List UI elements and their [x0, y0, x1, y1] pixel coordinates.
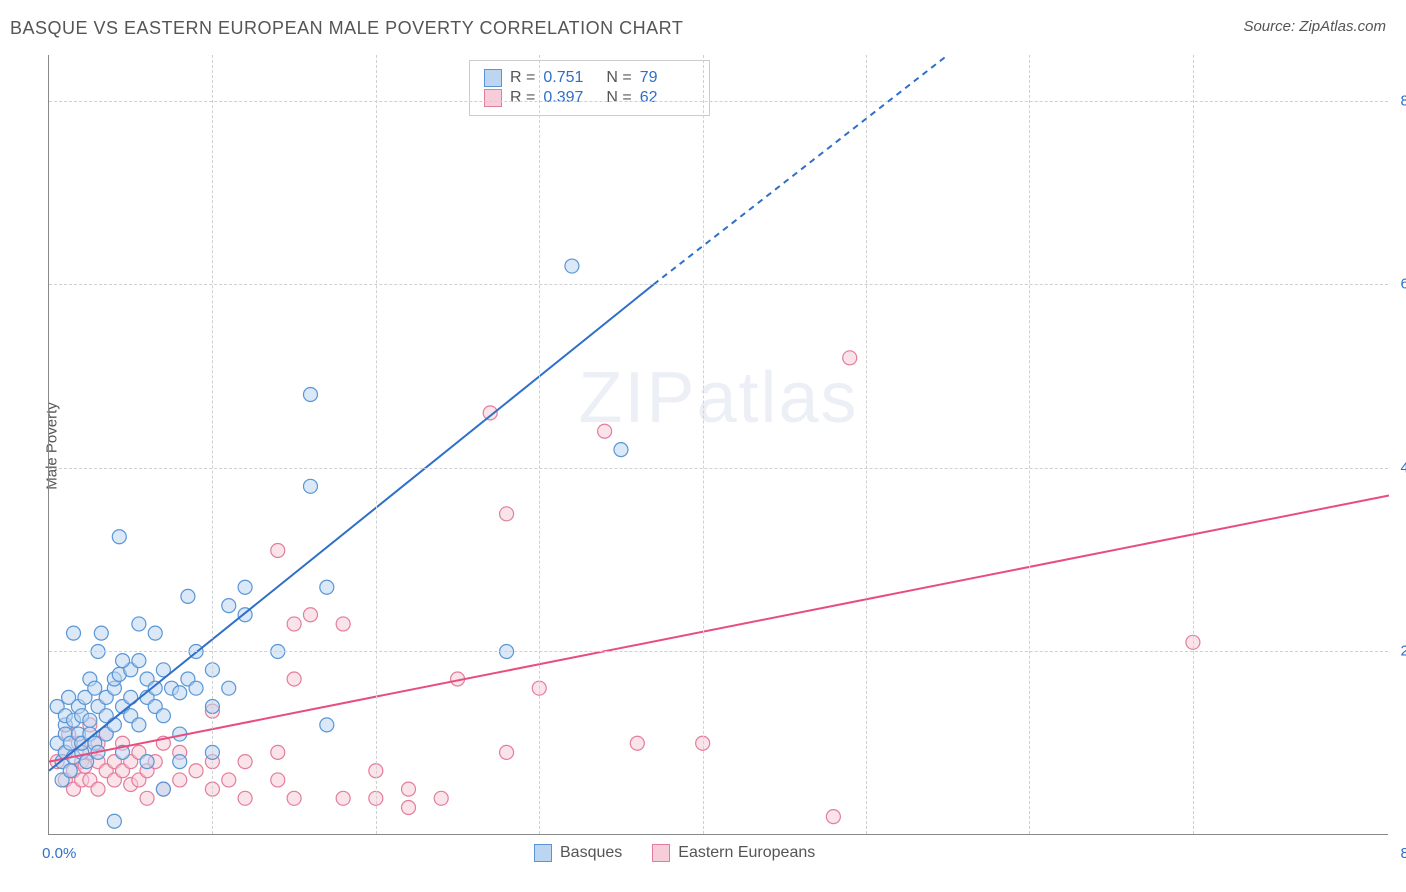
y-tick-label: 60.0% — [1400, 276, 1406, 293]
data-point — [148, 626, 162, 640]
data-point — [173, 755, 187, 769]
y-tick-label: 20.0% — [1400, 643, 1406, 660]
correlation-legend-box: R = 0.751 N = 79 R = 0.397 N = 62 — [469, 60, 710, 116]
chart-title: BASQUE VS EASTERN EUROPEAN MALE POVERTY … — [10, 18, 683, 39]
legend-item-eastern-europeans: Eastern Europeans — [652, 844, 815, 862]
data-point — [222, 773, 236, 787]
source-attribution: Source: ZipAtlas.com — [1243, 18, 1386, 35]
data-point — [222, 599, 236, 613]
data-point — [565, 259, 579, 273]
series-legend: Basques Eastern Europeans — [534, 844, 815, 862]
y-tick-label: 40.0% — [1400, 459, 1406, 476]
data-point — [83, 713, 97, 727]
data-point — [320, 718, 334, 732]
gridline-horizontal — [49, 101, 1388, 102]
data-point — [238, 580, 252, 594]
data-point — [173, 686, 187, 700]
gridline-vertical — [212, 55, 213, 834]
data-point — [91, 782, 105, 796]
gridline-horizontal — [49, 468, 1388, 469]
data-point — [500, 745, 514, 759]
gridline-vertical — [376, 55, 377, 834]
data-point — [116, 654, 130, 668]
data-point — [156, 782, 170, 796]
swatch-icon — [652, 844, 670, 862]
x-axis-max-label: 80.0% — [1400, 845, 1406, 862]
data-point — [67, 626, 81, 640]
data-point — [843, 351, 857, 365]
swatch-icon — [484, 69, 502, 87]
data-point — [107, 718, 121, 732]
correlation-row: R = 0.751 N = 79 — [484, 69, 695, 87]
gridline-horizontal — [49, 651, 1388, 652]
data-point — [598, 424, 612, 438]
data-point — [88, 681, 102, 695]
correlation-row: R = 0.397 N = 62 — [484, 89, 695, 107]
data-point — [500, 507, 514, 521]
data-point — [336, 617, 350, 631]
swatch-icon — [484, 89, 502, 107]
gridline-vertical — [1029, 55, 1030, 834]
data-point — [156, 709, 170, 723]
x-axis-origin-label: 0.0% — [42, 845, 76, 862]
gridline-horizontal — [49, 284, 1388, 285]
data-point — [107, 814, 121, 828]
data-point — [303, 479, 317, 493]
data-point — [140, 791, 154, 805]
data-point — [140, 755, 154, 769]
gridline-vertical — [866, 55, 867, 834]
data-point — [112, 530, 126, 544]
data-point — [63, 764, 77, 778]
data-point — [303, 388, 317, 402]
data-point — [630, 736, 644, 750]
data-point — [238, 755, 252, 769]
data-point — [287, 672, 301, 686]
y-tick-label: 80.0% — [1400, 92, 1406, 109]
gridline-vertical — [1193, 55, 1194, 834]
data-point — [287, 791, 301, 805]
data-point — [189, 681, 203, 695]
data-point — [434, 791, 448, 805]
data-point — [303, 608, 317, 622]
legend-item-basques: Basques — [534, 844, 622, 862]
data-point — [402, 800, 416, 814]
chart-plot-area: ZIPatlas R = 0.751 N = 79 R = 0.397 N = … — [48, 55, 1388, 835]
data-point — [132, 654, 146, 668]
data-point — [271, 544, 285, 558]
data-point — [336, 791, 350, 805]
scatter-plot-svg — [49, 55, 1388, 834]
data-point — [271, 745, 285, 759]
data-point — [402, 782, 416, 796]
data-point — [271, 773, 285, 787]
trend-line — [49, 284, 654, 770]
data-point — [614, 443, 628, 457]
data-point — [132, 718, 146, 732]
data-point — [80, 755, 94, 769]
data-point — [132, 617, 146, 631]
gridline-vertical — [539, 55, 540, 834]
data-point — [826, 810, 840, 824]
data-point — [181, 589, 195, 603]
data-point — [287, 617, 301, 631]
data-point — [173, 773, 187, 787]
data-point — [94, 626, 108, 640]
data-point — [238, 791, 252, 805]
gridline-vertical — [703, 55, 704, 834]
data-point — [222, 681, 236, 695]
trend-line — [49, 495, 1389, 761]
data-point — [320, 580, 334, 594]
data-point — [189, 764, 203, 778]
swatch-icon — [534, 844, 552, 862]
